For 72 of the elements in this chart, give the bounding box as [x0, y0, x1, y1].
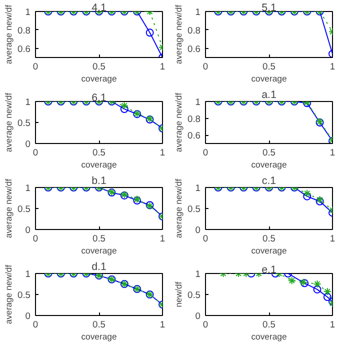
y-tick-label: 0.8 — [188, 114, 200, 124]
y-axis-title: average new/df — [174, 92, 184, 152]
y-tick-label: 0.8 — [18, 25, 30, 36]
x-axis-title: coverage — [251, 246, 287, 256]
y-axis-title: average new/df — [4, 264, 14, 324]
y-axis-title: average new/df — [174, 4, 184, 64]
x-tick-label: 0 — [32, 234, 38, 244]
x-tick-label: 1 — [160, 62, 166, 72]
chart-title: e.1 — [262, 264, 276, 276]
chart-title: b.1 — [92, 175, 106, 187]
y-tick-label: 1 — [25, 183, 31, 193]
x-tick-label: 1 — [330, 148, 336, 158]
y-tick-label: 1 — [195, 97, 201, 107]
x-axis-title: coverage — [81, 160, 117, 170]
y-tick-label: 0.8 — [188, 25, 200, 36]
chart-title: d.1 — [92, 261, 106, 273]
x-tick-label: 1 — [330, 62, 336, 72]
x-tick-label: 0 — [32, 148, 38, 158]
chart-title: 6.1 — [92, 92, 106, 104]
x-tick-label: 0 — [202, 62, 208, 72]
y-axis-title: average new/df — [4, 92, 14, 152]
y-tick-label: 0.6 — [18, 44, 30, 54]
x-tick-label: 0 — [32, 62, 38, 72]
x-axis-title: coverage — [81, 332, 117, 342]
chart-title: a.1 — [262, 89, 276, 101]
x-tick-label: 0 — [202, 234, 208, 244]
y-tick-label: 0 — [25, 311, 31, 321]
x-tick-label: 1 — [330, 234, 336, 244]
y-tick-label: 1 — [25, 7, 31, 17]
y-tick-label: 0 — [195, 311, 201, 321]
x-tick-label: 0.5 — [262, 148, 276, 158]
y-tick-label: 0.5 — [18, 204, 30, 214]
y-tick-label: 0 — [25, 225, 31, 235]
chart-title: c.1 — [262, 175, 276, 187]
y-tick-label: 1 — [25, 97, 31, 107]
y-tick-label: 1 — [195, 269, 201, 279]
x-tick-label: 0 — [202, 320, 208, 330]
x-axis-title: coverage — [251, 332, 287, 342]
x-tick-label: 0.5 — [262, 234, 276, 244]
y-tick-label: 0.5 — [188, 204, 200, 214]
x-axis-title: coverage — [251, 74, 287, 84]
x-tick-label: 0.5 — [92, 62, 106, 72]
x-axis-title: coverage — [81, 246, 117, 256]
x-tick-label: 1 — [160, 148, 166, 158]
y-tick-label: 0.5 — [18, 290, 30, 300]
y-tick-label: 0 — [25, 139, 31, 149]
x-axis-title: coverage — [81, 74, 117, 84]
y-tick-label: 0.6 — [188, 130, 200, 141]
x-tick-label: 0.5 — [262, 320, 276, 330]
x-tick-label: 1 — [160, 234, 166, 244]
x-tick-label: 0.5 — [92, 234, 106, 244]
y-tick-label: 1 — [195, 183, 201, 193]
x-tick-label: 0.5 — [262, 62, 276, 72]
chart-title: 5.1 — [262, 2, 276, 14]
x-axis-title: coverage — [251, 160, 287, 170]
y-axis-title: new/df — [174, 281, 184, 308]
x-tick-label: 1 — [330, 320, 336, 330]
y-tick-label: 0.5 — [188, 290, 200, 300]
y-tick-label: 1 — [195, 7, 201, 17]
y-tick-label: 1 — [25, 269, 31, 279]
y-axis-title: average new/df — [4, 4, 14, 64]
y-tick-label: 0.5 — [18, 118, 30, 128]
x-tick-label: 1 — [160, 320, 166, 330]
x-tick-label: 0.5 — [92, 148, 106, 158]
x-tick-label: 0 — [32, 320, 38, 330]
x-tick-label: 0 — [202, 148, 208, 158]
x-tick-label: 0.5 — [92, 320, 106, 330]
y-tick-label: 0.6 — [188, 44, 200, 54]
chart-title: 4.1 — [92, 2, 106, 14]
y-axis-title: average new/df — [4, 178, 14, 238]
y-tick-label: 0 — [195, 225, 201, 235]
y-axis-title: average new/df — [174, 178, 184, 238]
